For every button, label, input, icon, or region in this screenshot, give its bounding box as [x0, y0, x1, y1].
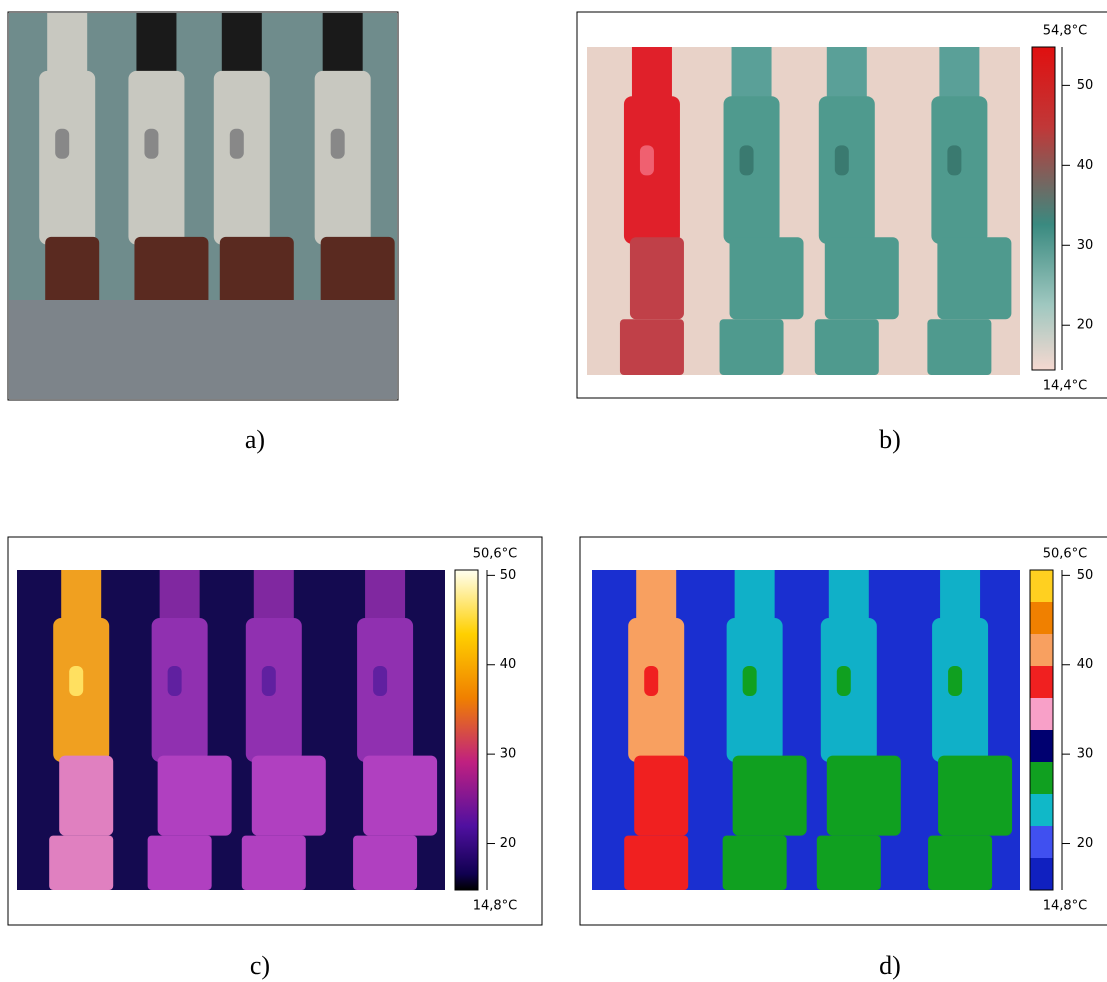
clamp	[825, 237, 899, 319]
scale-min: 14,4°C	[1043, 379, 1088, 394]
insulator	[242, 836, 306, 890]
tick-label: 30	[500, 747, 517, 762]
tick-label: 40	[1077, 657, 1094, 672]
insulator	[353, 836, 417, 890]
connector	[128, 71, 184, 245]
tick-label: 20	[500, 836, 517, 851]
tick-label: 20	[1077, 318, 1094, 333]
connector	[214, 71, 270, 245]
tick-label: 30	[1077, 238, 1094, 253]
scale-band	[1030, 666, 1053, 698]
scale-band	[1030, 762, 1053, 794]
scale-band	[1030, 634, 1053, 666]
scale-bar	[455, 570, 478, 890]
scale-band	[1030, 858, 1053, 890]
clamp	[252, 756, 326, 836]
connector-hole	[740, 145, 754, 175]
connector-hole	[640, 145, 654, 175]
insulator	[49, 836, 113, 890]
clamp	[363, 756, 437, 836]
clamp	[827, 756, 901, 836]
figure: a) b) c) d) 54,8°C 14,4°C 50 40 30 20 50,6°C 14…	[0, 0, 1107, 982]
scale-band	[1030, 730, 1053, 762]
insulator	[723, 836, 787, 890]
image	[592, 570, 1020, 890]
clamp	[634, 756, 688, 836]
scale-band	[1030, 826, 1053, 858]
connector-hole	[331, 129, 345, 159]
caption: a)	[245, 425, 265, 454]
connector-hole	[69, 666, 83, 696]
connector	[315, 71, 371, 245]
insulator	[815, 319, 879, 375]
tick-label: 40	[1077, 158, 1094, 173]
connector-hole	[837, 666, 851, 696]
insulator	[620, 319, 684, 375]
clamp	[730, 237, 804, 319]
scale-min: 14,8°C	[1043, 899, 1088, 914]
connector-hole	[644, 666, 658, 696]
connector-hole	[144, 129, 158, 159]
connector-hole	[168, 666, 182, 696]
tick-label: 30	[1077, 747, 1094, 762]
insulator	[624, 836, 688, 890]
tick-label: 50	[1077, 78, 1094, 93]
connector-hole	[835, 145, 849, 175]
connector-hole	[948, 666, 962, 696]
tick-label: 50	[500, 568, 517, 583]
tick-label: 20	[1077, 836, 1094, 851]
tick-label: 50	[1077, 568, 1094, 583]
insulator	[927, 319, 991, 375]
clamp	[59, 756, 113, 836]
scale-max: 54,8°C	[1043, 24, 1088, 39]
caption: c)	[250, 951, 270, 980]
page: a) b) c) d) 54,8°C 14,4°C 50 40 30 20 50,6°C 14…	[0, 0, 1107, 982]
image	[17, 570, 445, 890]
connector-hole	[373, 666, 387, 696]
caption: b)	[879, 425, 901, 454]
insulator	[928, 836, 992, 890]
scale-band	[1030, 794, 1053, 826]
scale-max: 50,6°C	[1043, 547, 1088, 562]
connector-hole	[262, 666, 276, 696]
insulator	[148, 836, 212, 890]
connector-hole	[947, 145, 961, 175]
insulator	[720, 319, 784, 375]
clamp	[938, 756, 1012, 836]
scale-band	[1030, 698, 1053, 730]
connector-hole	[743, 666, 757, 696]
base	[9, 300, 397, 399]
caption: d)	[879, 951, 901, 980]
scale-min: 14,8°C	[473, 899, 518, 914]
image	[587, 47, 1020, 375]
scale-bar	[1032, 47, 1055, 370]
scale-band	[1030, 570, 1053, 602]
scale-max: 50,6°C	[473, 547, 518, 562]
insulator	[817, 836, 881, 890]
connector-hole	[55, 129, 69, 159]
tick-label: 40	[500, 657, 517, 672]
clamp	[630, 237, 684, 319]
connector-hole	[230, 129, 244, 159]
connector	[39, 71, 95, 245]
clamp	[937, 237, 1011, 319]
clamp	[733, 756, 807, 836]
scale-band	[1030, 602, 1053, 634]
clamp	[158, 756, 232, 836]
